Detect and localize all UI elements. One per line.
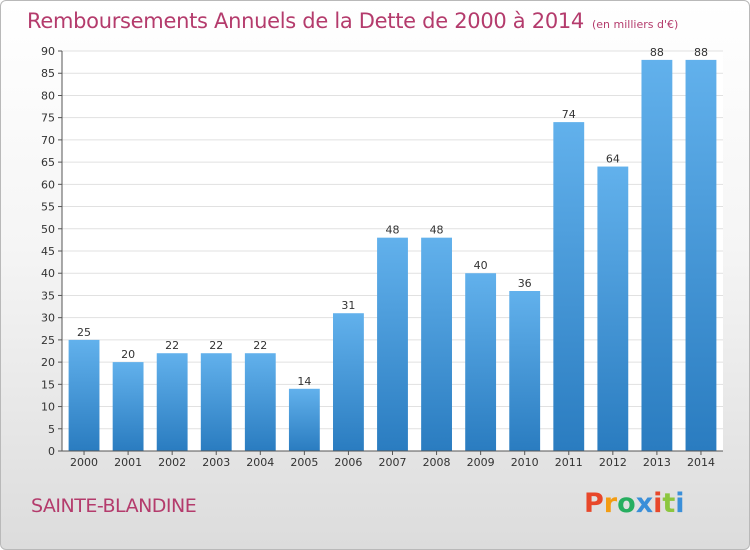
logo-letter: t — [662, 488, 676, 519]
logo-letter: o — [617, 488, 636, 519]
value-label: 36 — [518, 277, 532, 290]
logo-letter: i — [653, 488, 663, 519]
bar-2012 — [597, 166, 629, 452]
logo-letter: x — [635, 488, 654, 519]
value-label: 88 — [650, 46, 664, 59]
x-tick-label: 2001 — [114, 456, 142, 469]
value-label: 88 — [694, 46, 708, 59]
y-tick-label: 35 — [41, 289, 55, 302]
x-tick-label: 2003 — [202, 456, 230, 469]
bar-2004 — [244, 353, 276, 451]
chart-title-text: Remboursements Annuels de la Dette de 20… — [27, 9, 584, 33]
x-tick-label: 2006 — [334, 456, 362, 469]
value-label: 74 — [562, 108, 576, 121]
x-tick-label: 2002 — [158, 456, 186, 469]
x-tick-label: 2011 — [555, 456, 583, 469]
bar-2007 — [377, 237, 408, 451]
y-tick-label: 75 — [41, 112, 55, 125]
logo-letter: P — [584, 488, 604, 519]
x-tick-label: 2007 — [379, 456, 407, 469]
value-label: 20 — [121, 348, 135, 361]
bar-2014 — [685, 59, 717, 452]
value-label: 22 — [253, 339, 267, 352]
y-tick-label: 25 — [41, 334, 55, 347]
y-tick-label: 60 — [41, 178, 55, 191]
chart-unit: (en milliers d'€) — [592, 18, 679, 31]
value-label: 48 — [430, 224, 444, 237]
bar-2006 — [333, 313, 364, 451]
value-label: 25 — [77, 326, 91, 339]
value-label: 48 — [386, 224, 400, 237]
value-label: 14 — [297, 375, 311, 388]
bar-2008 — [421, 237, 452, 451]
bar-2013 — [641, 59, 673, 452]
bar-2005 — [288, 388, 320, 451]
y-tick-label: 45 — [41, 245, 55, 258]
x-tick-label: 2012 — [599, 456, 627, 469]
x-tick-label: 2000 — [70, 456, 98, 469]
proxiti-logo: Proxiti — [584, 488, 685, 519]
bar-2003 — [200, 353, 232, 451]
bar-2009 — [465, 273, 497, 451]
chart-title: Remboursements Annuels de la Dette de 20… — [27, 9, 678, 33]
y-tick-label: 15 — [41, 378, 55, 391]
y-tick-label: 80 — [41, 89, 55, 102]
y-tick-label: 85 — [41, 67, 55, 80]
x-tick-label: 2010 — [511, 456, 539, 469]
x-tick-label: 2014 — [687, 456, 715, 469]
value-label: 40 — [474, 259, 488, 272]
bar-2010 — [509, 291, 541, 451]
bar-2002 — [156, 353, 188, 451]
city-name: SAINTE-BLANDINE — [31, 495, 197, 517]
y-tick-label: 70 — [41, 134, 55, 147]
bar-2000 — [68, 339, 100, 451]
value-label: 64 — [606, 153, 620, 166]
y-tick-label: 0 — [48, 445, 55, 458]
bar-2011 — [553, 122, 585, 451]
y-tick-label: 50 — [41, 223, 55, 236]
y-tick-label: 65 — [41, 156, 55, 169]
value-label: 22 — [165, 339, 179, 352]
y-tick-label: 40 — [41, 267, 55, 280]
value-label: 31 — [341, 299, 355, 312]
x-tick-label: 2008 — [423, 456, 451, 469]
x-tick-label: 2009 — [467, 456, 495, 469]
x-tick-label: 2004 — [246, 456, 274, 469]
logo-letter: i — [675, 488, 685, 519]
y-tick-label: 55 — [41, 201, 55, 214]
logo-letter: r — [603, 488, 618, 519]
y-tick-label: 10 — [41, 401, 55, 414]
y-tick-label: 5 — [48, 423, 55, 436]
y-tick-label: 20 — [41, 356, 55, 369]
y-tick-label: 30 — [41, 312, 55, 325]
bar-2001 — [112, 362, 144, 451]
value-label: 22 — [209, 339, 223, 352]
x-tick-label: 2013 — [643, 456, 671, 469]
y-tick-label: 90 — [41, 45, 55, 58]
x-tick-label: 2005 — [290, 456, 318, 469]
